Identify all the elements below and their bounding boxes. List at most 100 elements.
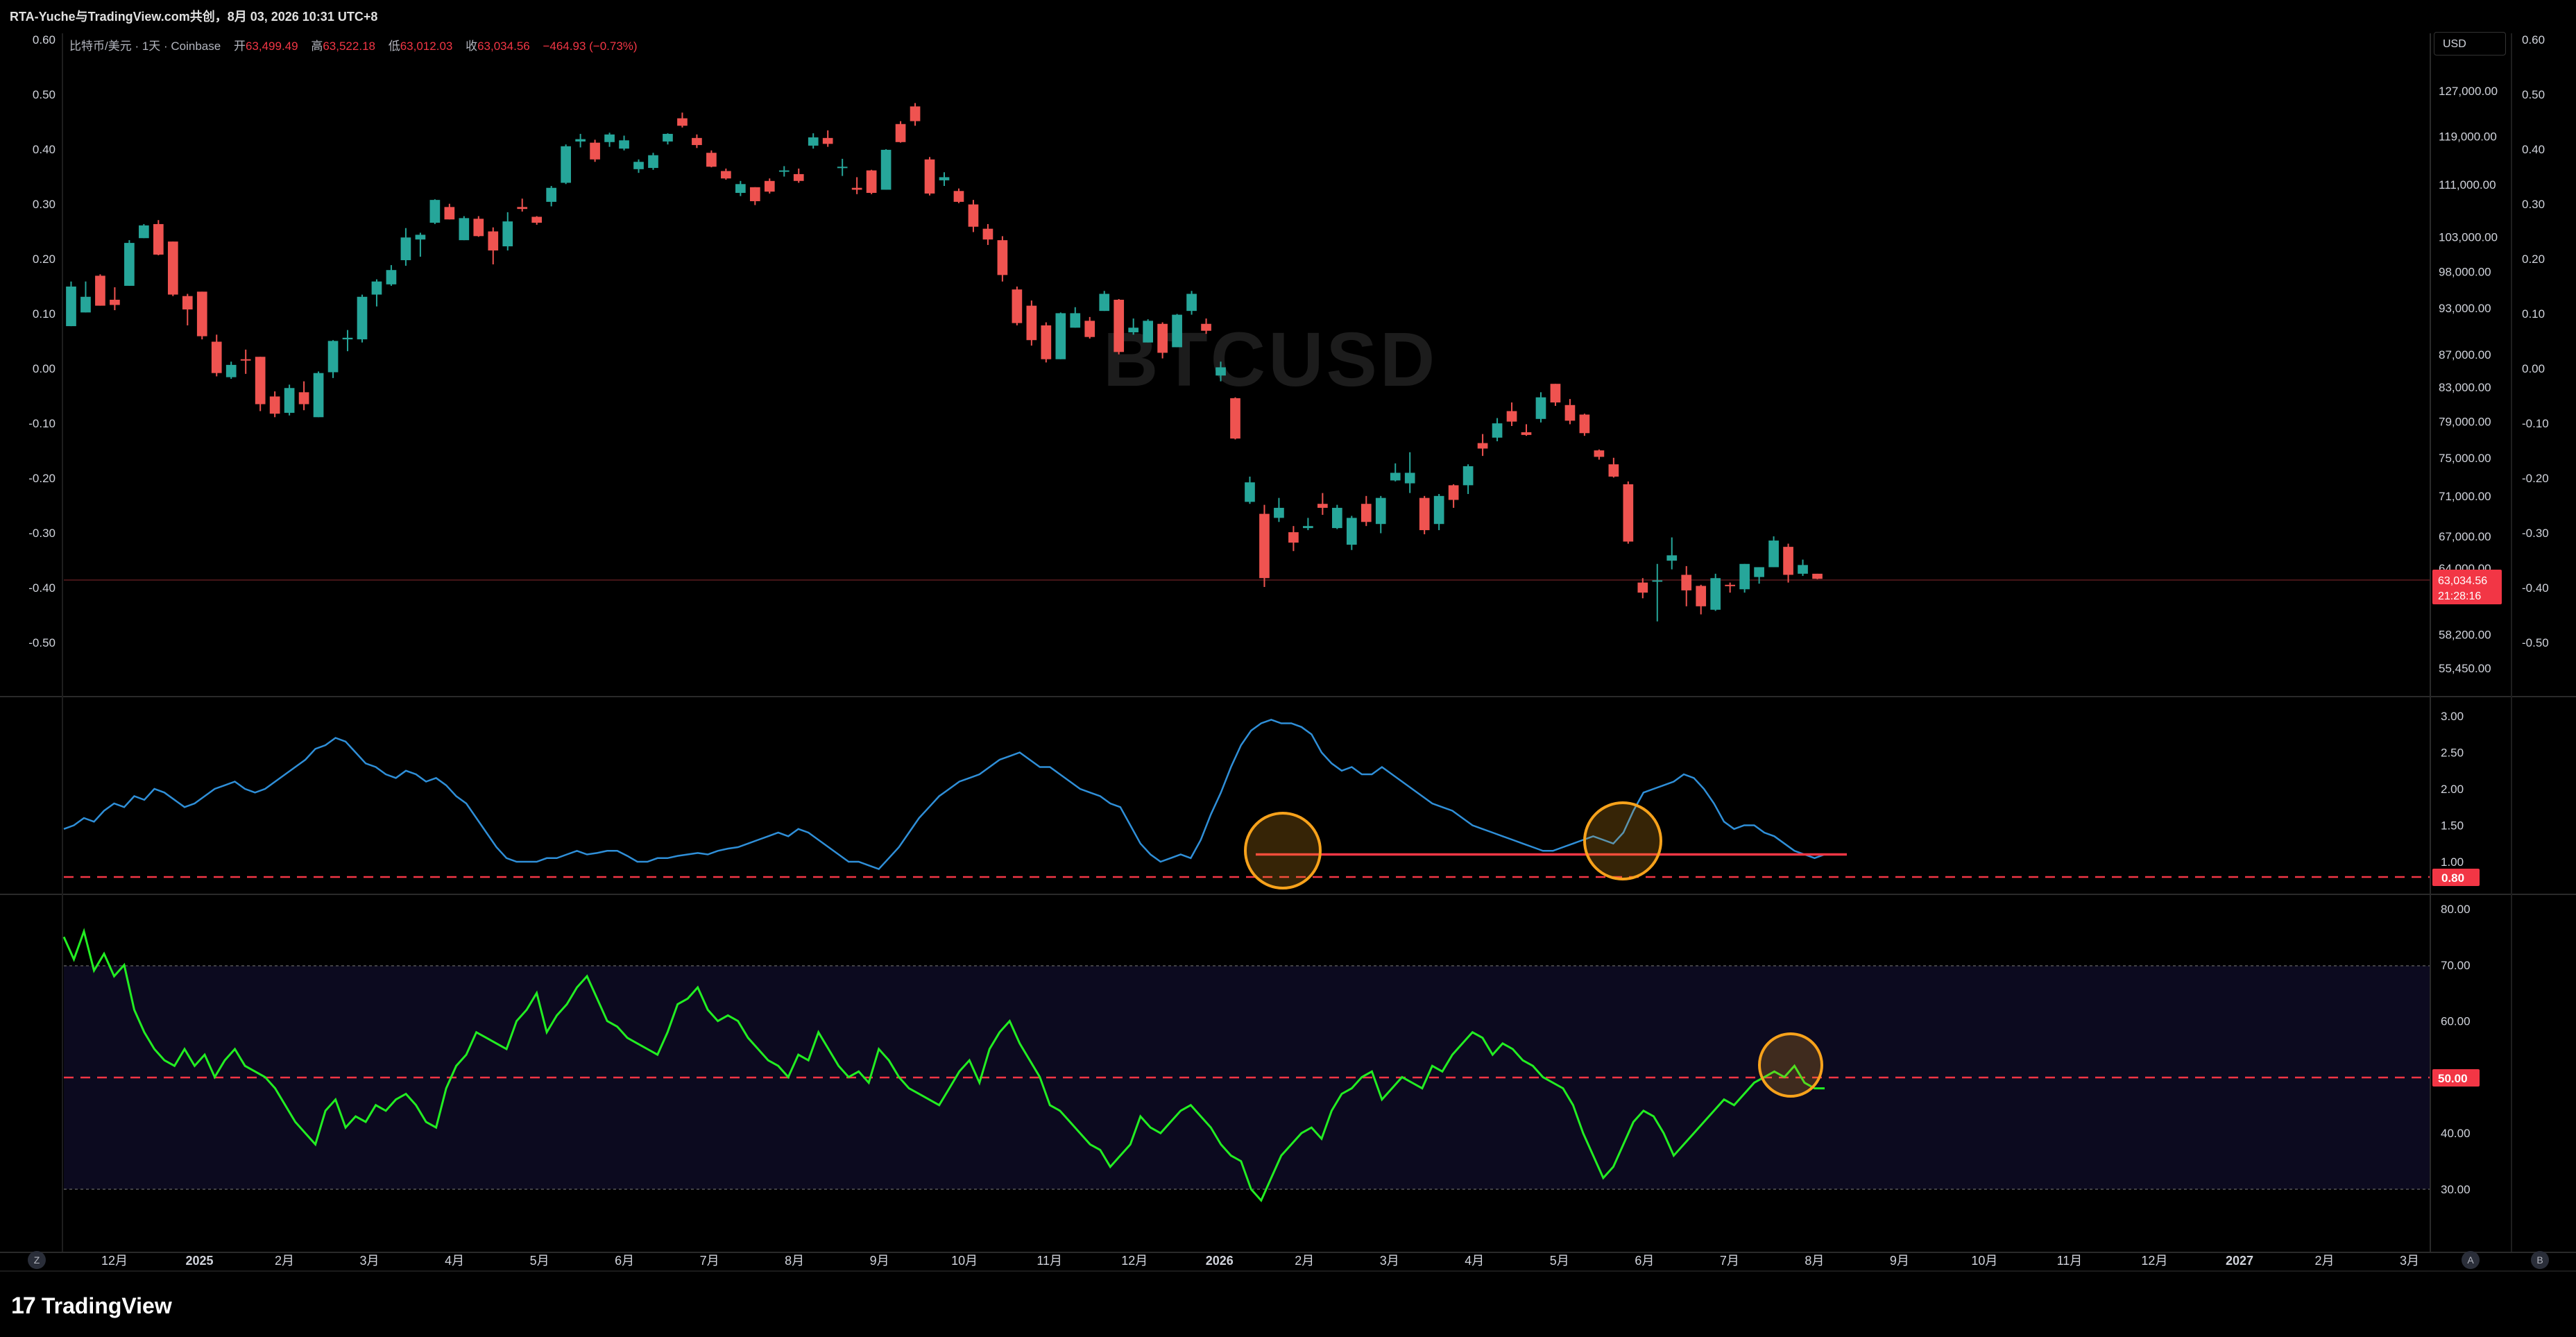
time-scale[interactable]: 12月 2025 2月 3月 4月 5月 6月 7月 8月 9月 10月 11月 12月 2026 2月 3月… — [101, 1254, 2419, 1268]
high-label: 高 — [311, 40, 323, 53]
zoom-reset-button[interactable]: Z — [28, 1251, 46, 1269]
indicator1-line[interactable] — [63, 718, 1825, 870]
candle-body — [721, 171, 731, 179]
candle-body — [648, 155, 658, 169]
indicator1-scale[interactable]: 3.00 2.50 2.00 1.50 1.00 — [2441, 710, 2464, 869]
rsi-line[interactable] — [62, 928, 1825, 1202]
candle-body — [1681, 574, 1692, 590]
candle-body — [1070, 313, 1081, 328]
candle-body — [1201, 323, 1211, 331]
time-axis-label: 10月 — [951, 1254, 978, 1268]
left-scale-label: 0.40 — [33, 143, 56, 156]
candle-body — [240, 359, 251, 361]
candle-body — [822, 137, 833, 144]
candle-body — [808, 137, 819, 146]
candle-body — [1128, 327, 1139, 332]
candle-body — [1274, 507, 1284, 518]
right-scale-label: 0.20 — [2522, 253, 2545, 266]
time-axis-label: 2027 — [2226, 1254, 2253, 1268]
candle-body — [910, 106, 921, 121]
candle-body — [459, 218, 470, 241]
price-scale-label: 87,000.00 — [2439, 348, 2491, 361]
candle-body — [1245, 482, 1255, 502]
candle-body — [851, 187, 862, 190]
candle-body — [1157, 323, 1168, 353]
candle-body — [546, 187, 557, 202]
indicator2-scale-label: 60.00 — [2441, 1015, 2471, 1028]
candle-body — [575, 139, 586, 142]
right-scale-label: 0.40 — [2522, 143, 2545, 156]
left-scale-label: -0.30 — [28, 527, 56, 540]
candle-body — [677, 118, 688, 126]
time-axis-label: 4月 — [445, 1254, 464, 1268]
right-scale-label: 0.10 — [2522, 307, 2545, 321]
candle-body — [1739, 563, 1750, 590]
indicator1-scale-label: 1.00 — [2441, 855, 2464, 869]
window-title: RTA-Yuche与TradingView.com共创，8月 03, 2026 … — [10, 10, 378, 24]
time-axis-label: 2025 — [185, 1254, 213, 1268]
indicator1-scale-label: 2.00 — [2441, 783, 2464, 796]
auto-scale-button[interactable]: A — [2462, 1251, 2480, 1269]
title-bar: RTA-Yuche与TradingView.com共创，8月 03, 2026 … — [0, 0, 2576, 33]
candle-body — [1725, 584, 1736, 586]
candle-body — [80, 296, 91, 313]
price-scale-label: 71,000.00 — [2439, 490, 2491, 503]
candle-body — [139, 225, 149, 239]
right-scale-label: 0.00 — [2522, 362, 2545, 375]
candle-body — [1521, 432, 1532, 435]
candle-body — [298, 392, 309, 404]
price-scale-label: 83,000.00 — [2439, 381, 2491, 394]
candle-body — [1216, 367, 1226, 376]
candle-body — [1433, 495, 1444, 525]
low-label: 低 — [388, 40, 400, 53]
candle-body — [1114, 300, 1125, 352]
candle-body — [1798, 565, 1808, 574]
price-tag-value: 63,034.56 — [2438, 575, 2487, 587]
time-axis-label: 7月 — [1720, 1254, 1739, 1268]
indicator1-scale-label: 2.50 — [2441, 747, 2464, 760]
candle-body — [313, 373, 324, 418]
candle-body — [1594, 450, 1605, 457]
time-axis-label: 9月 — [1890, 1254, 1909, 1268]
currency-button[interactable]: USD — [2434, 32, 2506, 56]
candle-body — [1346, 518, 1357, 545]
highlight-circle-3[interactable] — [1758, 1032, 1823, 1098]
time-axis-label: 12月 — [1121, 1254, 1148, 1268]
indicator2-scale[interactable]: 80.00 70.00 60.00 40.00 30.00 — [2441, 903, 2471, 1196]
left-scale[interactable]: 0.60 0.50 0.40 0.30 0.20 0.10 0.00 -0.10 -0.20 -0… — [28, 33, 56, 649]
candle-body — [1666, 555, 1678, 561]
price-scale-label: 98,000.00 — [2439, 265, 2491, 278]
candle-body — [1331, 507, 1342, 529]
price-scale[interactable]: 127,000.00 119,000.00 111,000.00 103,000.00… — [2439, 85, 2498, 675]
left-scale-label: -0.10 — [28, 417, 56, 430]
candle-body — [357, 296, 368, 340]
rsi-level-tag-text: 50.00 — [2438, 1072, 2468, 1085]
candle-body — [1768, 540, 1779, 568]
indicator1-level-tag-text: 0.80 — [2441, 871, 2464, 885]
bottom-bar — [0, 1271, 2576, 1337]
price-scale-label: 93,000.00 — [2439, 302, 2491, 315]
price-tag-countdown: 21:28:16 — [2438, 590, 2481, 602]
time-axis-label: 4月 — [1465, 1254, 1484, 1268]
price-scale-label: 67,000.00 — [2439, 530, 2491, 543]
symbol-legend[interactable]: 比特币/美元 · 1天 · Coinbase 开63,499.49 高63,52… — [69, 36, 638, 53]
symbol-name[interactable]: 比特币/美元 · 1天 · Coinbase — [69, 40, 221, 53]
right-scale[interactable]: 0.60 0.50 0.40 0.30 0.20 0.10 0.00 -0.10 -0.20 -0… — [2522, 33, 2549, 649]
time-axis-label: 10月 — [1971, 1254, 1997, 1268]
highlight-circle-2[interactable] — [1583, 801, 1662, 880]
candle-body — [1317, 504, 1328, 508]
scale-mode-button[interactable]: B — [2531, 1251, 2549, 1269]
brand-logo[interactable]: 17 TradingView — [11, 1291, 172, 1321]
candle-body — [1783, 547, 1793, 575]
highlight-circle-1[interactable] — [1244, 812, 1322, 889]
candle-body — [502, 221, 513, 247]
time-axis-label: 2026 — [1206, 1254, 1234, 1268]
price-scale-label: 103,000.00 — [2439, 230, 2498, 244]
price-candles[interactable] — [66, 103, 1823, 622]
price-tag — [2432, 570, 2502, 604]
price-scale-label: 58,200.00 — [2439, 628, 2491, 641]
candle-body — [429, 200, 441, 223]
change-value: −464.93 (−0.73%) — [543, 40, 638, 53]
candle-body — [604, 134, 615, 142]
